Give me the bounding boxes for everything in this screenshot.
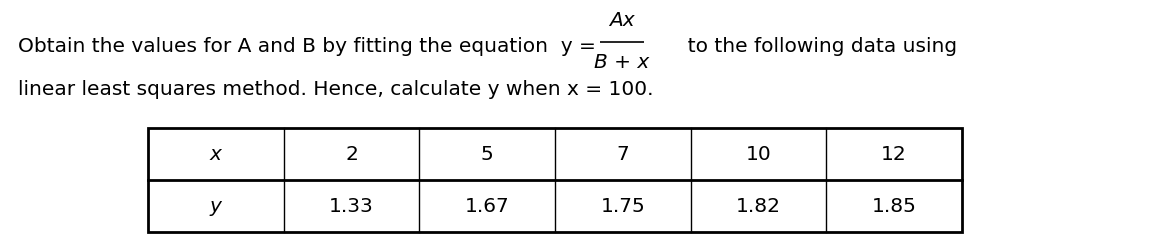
Text: 12: 12	[881, 145, 907, 163]
Text: B + x: B + x	[595, 53, 649, 71]
Text: 5: 5	[480, 145, 493, 163]
Text: 1.85: 1.85	[872, 196, 917, 216]
Text: 1.67: 1.67	[464, 196, 509, 216]
Text: Ax: Ax	[609, 11, 635, 29]
Text: 1.82: 1.82	[736, 196, 781, 216]
Text: 1.75: 1.75	[601, 196, 646, 216]
Text: 2: 2	[345, 145, 358, 163]
Text: x: x	[210, 145, 222, 163]
Text: 7: 7	[617, 145, 629, 163]
Text: to the following data using: to the following data using	[675, 37, 957, 56]
Text: 1.33: 1.33	[329, 196, 374, 216]
Text: 10: 10	[746, 145, 772, 163]
Text: linear least squares method. Hence, calculate y when x = 100.: linear least squares method. Hence, calc…	[18, 80, 654, 99]
Text: y: y	[210, 196, 222, 216]
Bar	[148, 128, 962, 232]
Text: Obtain the values for A and B by fitting the equation  y =: Obtain the values for A and B by fitting…	[18, 37, 596, 56]
